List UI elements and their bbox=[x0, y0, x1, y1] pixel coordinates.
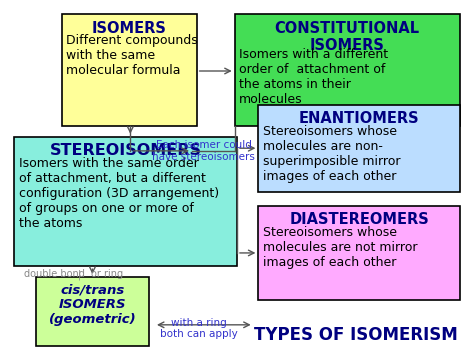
Text: Isomers with the same order
of attachment, but a different
configuration (3D arr: Isomers with the same order of attachmen… bbox=[19, 157, 219, 230]
Text: STEREOISOMERS: STEREOISOMERS bbox=[50, 143, 201, 158]
Text: DIASTEREOMERS: DIASTEREOMERS bbox=[289, 212, 429, 227]
Text: ISOMERS: ISOMERS bbox=[92, 21, 166, 36]
FancyBboxPatch shape bbox=[14, 137, 237, 266]
FancyBboxPatch shape bbox=[235, 14, 460, 126]
Text: TYPES OF ISOMERISM: TYPES OF ISOMERISM bbox=[254, 326, 457, 344]
Text: |: | bbox=[78, 269, 81, 280]
Text: Each isomer could
have stereoisomers: Each isomer could have stereoisomers bbox=[152, 140, 255, 162]
Text: cis/trans
ISOMERS
(geometric): cis/trans ISOMERS (geometric) bbox=[49, 283, 136, 326]
FancyBboxPatch shape bbox=[62, 14, 197, 126]
FancyBboxPatch shape bbox=[258, 105, 460, 192]
Text: with a ring
both can apply: with a ring both can apply bbox=[160, 318, 238, 339]
Text: CONSTITUTIONAL
ISOMERS: CONSTITUTIONAL ISOMERS bbox=[274, 21, 420, 53]
FancyBboxPatch shape bbox=[258, 206, 460, 300]
Text: Isomers with a different
order of  attachment of
the atoms in their
molecules: Isomers with a different order of attach… bbox=[239, 48, 389, 105]
FancyBboxPatch shape bbox=[36, 277, 149, 346]
Text: or ring: or ring bbox=[91, 269, 123, 279]
Text: ENANTIOMERS: ENANTIOMERS bbox=[299, 111, 419, 126]
Text: double bond: double bond bbox=[24, 269, 85, 279]
Text: Different compounds
with the same
molecular formula: Different compounds with the same molecu… bbox=[66, 34, 198, 77]
Text: Stereoisomers whose
molecules are not mirror
images of each other: Stereoisomers whose molecules are not mi… bbox=[263, 226, 418, 269]
Text: Stereoisomers whose
molecules are non-
superimposible mirror
images of each othe: Stereoisomers whose molecules are non- s… bbox=[263, 125, 401, 182]
